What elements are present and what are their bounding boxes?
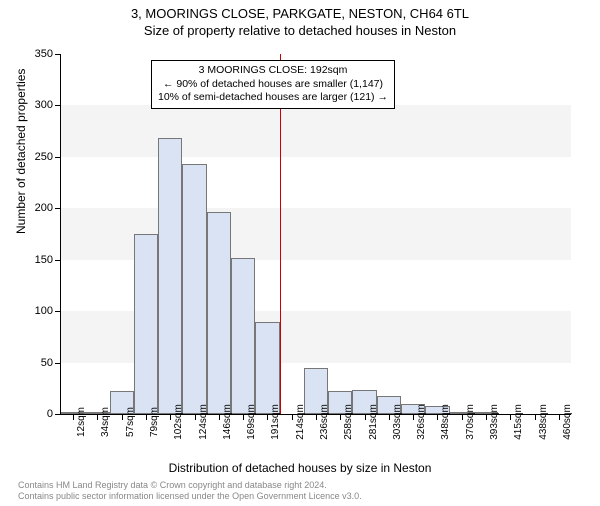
x-tick (389, 414, 390, 420)
footer-line-1: Contains HM Land Registry data © Crown c… (18, 480, 362, 491)
y-tick (55, 54, 61, 55)
x-tick (292, 414, 293, 420)
x-tick-label: 12sqm (76, 407, 87, 437)
x-tick (122, 414, 123, 420)
x-tick (535, 414, 536, 420)
y-tick-label: 300 (35, 99, 53, 111)
x-tick (146, 414, 147, 420)
x-tick (73, 414, 74, 420)
y-tick-label: 250 (35, 151, 53, 163)
x-tick (243, 414, 244, 420)
x-tick (462, 414, 463, 420)
x-tick-label: 460sqm (562, 404, 573, 440)
y-tick (55, 105, 61, 106)
x-tick-label: 326sqm (416, 404, 427, 440)
x-tick-label: 303sqm (392, 404, 403, 440)
x-tick-label: 124sqm (198, 404, 209, 440)
x-tick (316, 414, 317, 420)
annotation-line: ← 90% of detached houses are smaller (1,… (158, 78, 388, 92)
x-tick (486, 414, 487, 420)
y-axis-title: Number of detached properties (14, 69, 28, 234)
x-tick-label: 79sqm (149, 407, 160, 437)
x-tick-label: 415sqm (513, 404, 524, 440)
y-tick (55, 311, 61, 312)
x-tick-label: 146sqm (222, 404, 233, 440)
x-tick-label: 438sqm (538, 404, 549, 440)
histogram-bar (134, 234, 158, 414)
x-tick-label: 169sqm (246, 404, 257, 440)
x-tick (267, 414, 268, 420)
x-tick (437, 414, 438, 420)
histogram-chart: 05010015020025030035012sqm34sqm57sqm79sq… (60, 54, 571, 415)
x-tick-label: 281sqm (368, 404, 379, 440)
x-tick (510, 414, 511, 420)
x-tick (340, 414, 341, 420)
histogram-bar (182, 164, 206, 414)
x-tick-label: 34sqm (100, 407, 111, 437)
y-tick-label: 0 (47, 408, 53, 420)
histogram-bar (231, 258, 255, 414)
x-tick (559, 414, 560, 420)
x-tick (365, 414, 366, 420)
y-tick-label: 100 (35, 305, 53, 317)
x-tick (97, 414, 98, 420)
y-tick-label: 200 (35, 202, 53, 214)
y-tick (55, 363, 61, 364)
x-tick-label: 57sqm (125, 407, 136, 437)
x-tick (195, 414, 196, 420)
y-tick-label: 150 (35, 254, 53, 266)
y-tick (55, 208, 61, 209)
footer-attribution: Contains HM Land Registry data © Crown c… (18, 480, 362, 502)
y-tick (55, 414, 61, 415)
footer-line-2: Contains public sector information licen… (18, 491, 362, 502)
x-tick-label: 370sqm (465, 404, 476, 440)
x-tick-label: 214sqm (295, 404, 306, 440)
annotation-box: 3 MOORINGS CLOSE: 192sqm← 90% of detache… (151, 60, 395, 109)
page-subtitle: Size of property relative to detached ho… (0, 23, 600, 38)
x-tick-label: 258sqm (343, 404, 354, 440)
annotation-line: 10% of semi-detached houses are larger (… (158, 91, 388, 105)
y-tick (55, 260, 61, 261)
x-tick (170, 414, 171, 420)
histogram-bar (207, 212, 231, 414)
page-title: 3, MOORINGS CLOSE, PARKGATE, NESTON, CH6… (0, 6, 600, 21)
x-tick-label: 393sqm (489, 404, 500, 440)
x-tick-label: 348sqm (440, 404, 451, 440)
histogram-bar (158, 138, 182, 414)
x-tick-label: 102sqm (173, 404, 184, 440)
y-tick (55, 157, 61, 158)
x-tick-label: 236sqm (319, 404, 330, 440)
x-axis-title: Distribution of detached houses by size … (0, 461, 600, 475)
y-tick-label: 350 (35, 48, 53, 60)
histogram-bar (255, 322, 279, 414)
x-tick (219, 414, 220, 420)
x-tick (413, 414, 414, 420)
y-tick-label: 50 (41, 357, 53, 369)
grid-band (61, 105, 571, 156)
annotation-line: 3 MOORINGS CLOSE: 192sqm (158, 64, 388, 78)
